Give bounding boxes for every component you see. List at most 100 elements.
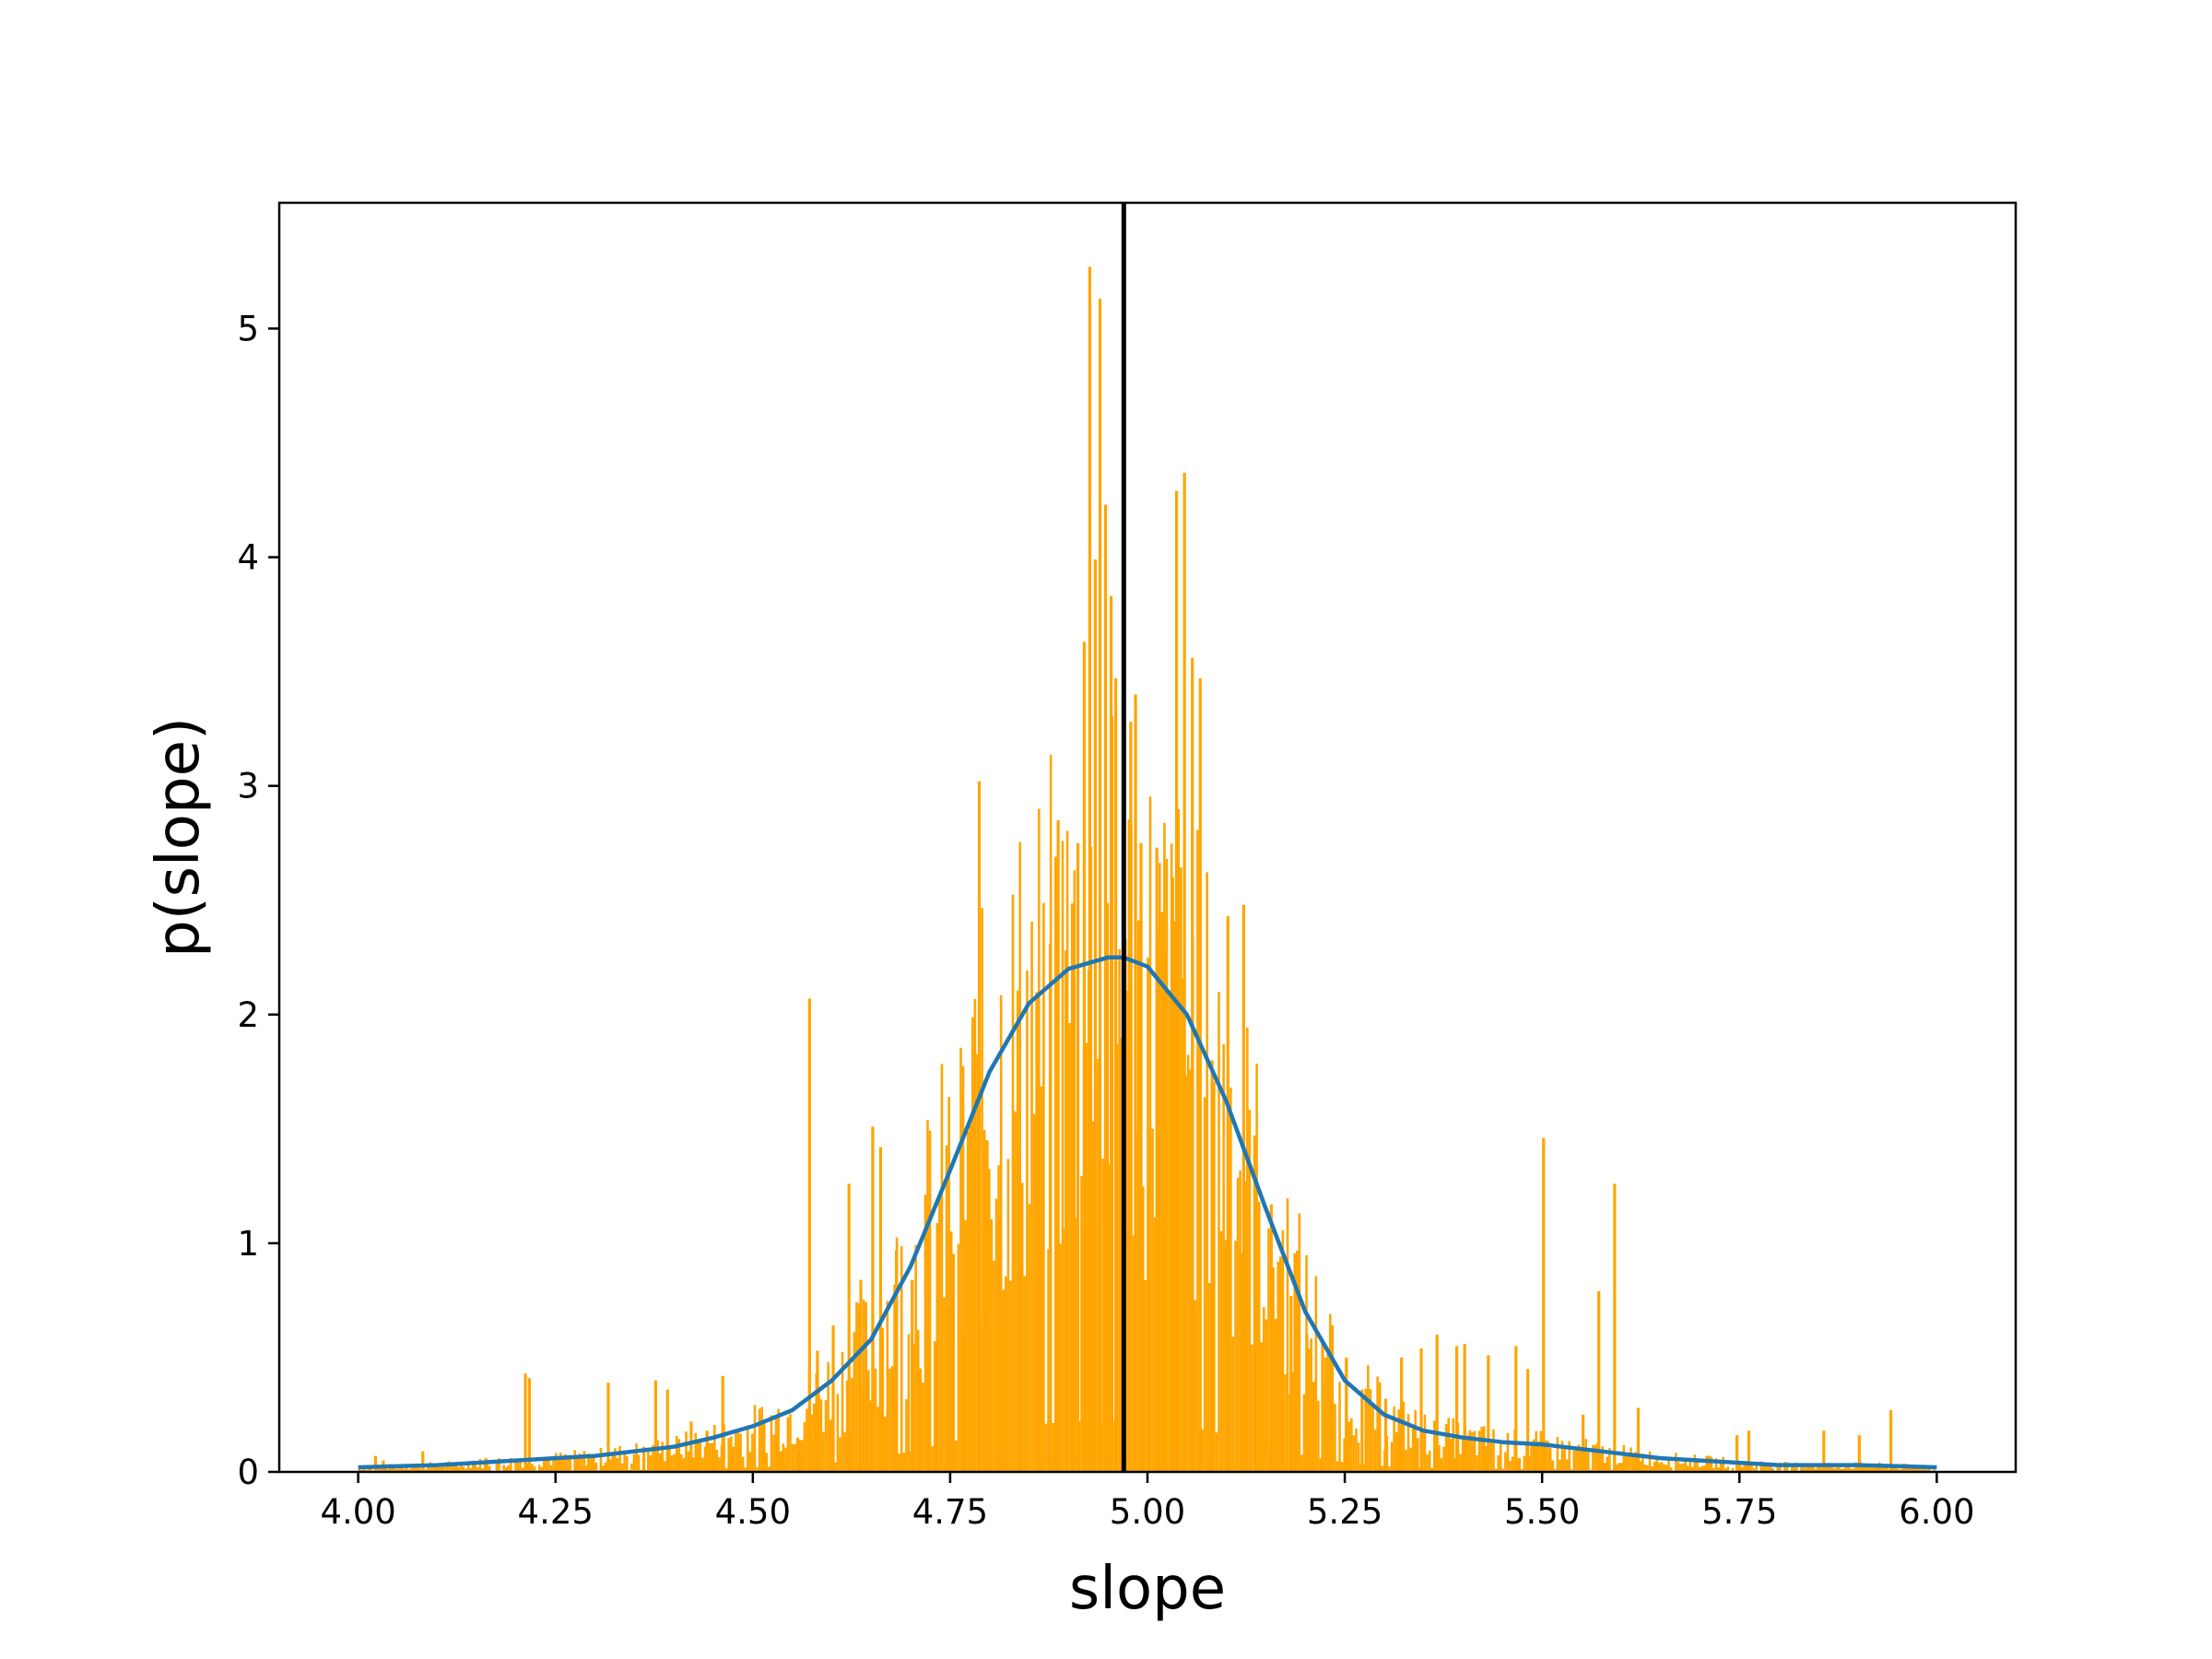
- histogram-bar: [1618, 1463, 1620, 1472]
- histogram-bar: [1447, 1418, 1450, 1472]
- histogram-bar: [877, 1406, 879, 1472]
- histogram-bar: [386, 1469, 390, 1472]
- y-axis-ticks: 0 1 2 3 4 5: [237, 309, 279, 1492]
- histogram-spike: [1082, 641, 1086, 1472]
- x-axis-label: slope: [1069, 1555, 1226, 1623]
- histogram-bar: [1132, 1235, 1135, 1472]
- histogram-bar: [1677, 1462, 1680, 1472]
- histogram-spike: [1542, 1137, 1546, 1472]
- histogram-bar: [762, 1421, 766, 1472]
- histogram-spike: [1182, 472, 1186, 1472]
- histogram-bar: [789, 1414, 792, 1472]
- histogram-spike: [665, 1389, 669, 1472]
- histogram-bar: [924, 1194, 927, 1472]
- histogram-bar: [1020, 1182, 1024, 1472]
- histogram-bar: [1925, 1469, 1928, 1472]
- histogram-bar: [981, 908, 983, 1472]
- histogram-spike: [1017, 1151, 1020, 1472]
- histogram-bar: [454, 1465, 458, 1472]
- histogram-bar: [466, 1463, 470, 1472]
- histogram-spike: [926, 1204, 930, 1472]
- histogram-bar: [938, 1193, 941, 1472]
- histogram-spike: [1065, 950, 1068, 1472]
- histogram-bar: [592, 1453, 595, 1472]
- histogram-spike: [1383, 1398, 1388, 1472]
- histogram-bar: [1035, 992, 1038, 1472]
- histogram-bar: [677, 1439, 681, 1472]
- histogram-bar: [1393, 1406, 1395, 1472]
- histogram-bar: [1750, 1464, 1753, 1472]
- histogram-bar: [1406, 1414, 1410, 1472]
- histogram-bar: [845, 1380, 849, 1472]
- histogram-bar: [1592, 1444, 1594, 1472]
- histogram-bar: [839, 1437, 841, 1472]
- histogram-bar: [1295, 1251, 1299, 1472]
- histogram-bar: [1622, 1444, 1626, 1472]
- histogram-spike: [1305, 1335, 1309, 1472]
- histogram-spike: [1155, 847, 1159, 1472]
- histogram-bar: [1762, 1463, 1765, 1472]
- histogram-bar: [1009, 1280, 1012, 1472]
- histogram-bar: [1646, 1465, 1649, 1472]
- histogram-bar: [798, 1440, 802, 1472]
- histogram-bar: [1040, 1086, 1043, 1472]
- histogram-bar: [888, 1368, 891, 1472]
- histogram-bar: [699, 1439, 702, 1472]
- histogram-bar: [779, 1451, 782, 1472]
- histogram-bar: [477, 1467, 479, 1472]
- histogram-bar: [708, 1442, 712, 1472]
- y-tick-label: 5: [237, 309, 259, 348]
- histogram-spike: [831, 1325, 835, 1472]
- histogram-bar: [1257, 1201, 1261, 1472]
- histogram-bar: [1779, 1463, 1782, 1472]
- histogram-bar: [1480, 1427, 1483, 1472]
- histogram-bar: [1675, 1453, 1677, 1472]
- histogram-bar: [540, 1466, 544, 1472]
- histogram-bar: [822, 1431, 825, 1472]
- histogram-bar: [1691, 1466, 1694, 1472]
- histogram-bar: [993, 1260, 995, 1472]
- histogram-bar: [1830, 1463, 1834, 1472]
- histogram-bar: [649, 1454, 653, 1472]
- histogram-bar: [566, 1457, 570, 1472]
- histogram-bar: [919, 1368, 923, 1472]
- histogram-spike: [524, 1373, 527, 1472]
- histogram-spike: [1037, 1065, 1041, 1472]
- histogram-bar: [1390, 1441, 1394, 1472]
- histogram-bar: [1106, 903, 1110, 1472]
- histogram-bar: [457, 1466, 461, 1472]
- histogram-bar: [834, 1462, 837, 1472]
- histogram-bar: [1532, 1439, 1535, 1472]
- histogram-spike: [1735, 1435, 1739, 1472]
- histogram-bar: [1752, 1468, 1756, 1472]
- histogram-bar: [890, 1366, 894, 1472]
- histogram-bar: [1708, 1455, 1711, 1472]
- histogram-bar: [1338, 1382, 1341, 1472]
- histogram-bar: [1700, 1465, 1703, 1472]
- histogram-bar: [1414, 1409, 1418, 1472]
- histogram-bar: [1047, 1249, 1050, 1472]
- histogram-spike: [1289, 1295, 1293, 1472]
- histogram-bar: [1061, 841, 1065, 1472]
- histogram-bar: [1769, 1465, 1772, 1472]
- histogram-spike: [1048, 943, 1053, 1472]
- histogram-bar: [585, 1465, 588, 1472]
- histogram-bar: [1767, 1465, 1770, 1472]
- histogram-bar: [988, 1169, 991, 1472]
- histogram-bar: [602, 1465, 605, 1472]
- histogram-bar: [635, 1442, 638, 1472]
- histogram-bar: [1073, 870, 1077, 1472]
- histogram-bar: [866, 1370, 870, 1472]
- histogram-bar: [1847, 1465, 1851, 1472]
- histogram-bar: [1501, 1468, 1505, 1472]
- histogram-bar: [549, 1465, 553, 1472]
- histogram-bar: [632, 1453, 636, 1472]
- histogram-bar: [1521, 1468, 1524, 1472]
- histogram-spike: [527, 1378, 531, 1472]
- histogram-bar: [713, 1424, 716, 1472]
- histogram-bar: [630, 1463, 633, 1472]
- histogram-bar: [1300, 1454, 1303, 1472]
- histogram-bar: [1603, 1463, 1606, 1472]
- histogram-bar: [1136, 920, 1140, 1472]
- histogram-bar: [922, 1382, 924, 1472]
